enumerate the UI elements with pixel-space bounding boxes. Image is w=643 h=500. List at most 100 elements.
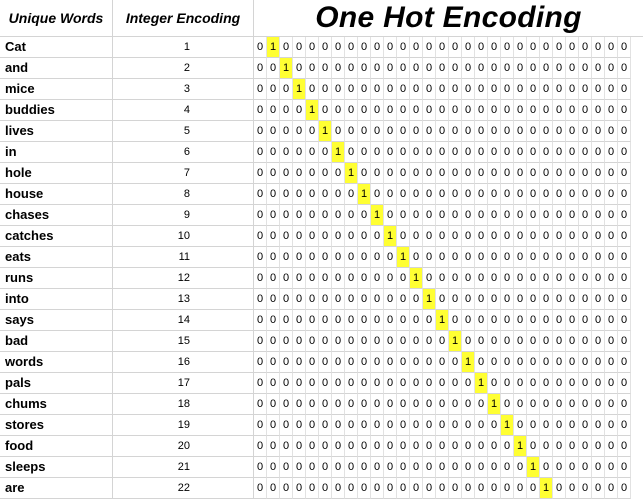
one-hot-bit[interactable]: 0 <box>618 37 631 58</box>
one-hot-bit[interactable]: 0 <box>319 373 332 394</box>
one-hot-bit[interactable]: 0 <box>267 415 280 436</box>
one-hot-bit[interactable]: 0 <box>501 37 514 58</box>
one-hot-bit[interactable]: 0 <box>501 373 514 394</box>
one-hot-bit[interactable]: 0 <box>501 79 514 100</box>
one-hot-bit[interactable]: 0 <box>410 100 423 121</box>
one-hot-bit[interactable]: 0 <box>514 457 527 478</box>
one-hot-bit[interactable]: 0 <box>618 142 631 163</box>
one-hot-bit[interactable]: 0 <box>566 268 579 289</box>
one-hot-bit[interactable]: 0 <box>514 163 527 184</box>
one-hot-bit[interactable]: 0 <box>423 436 436 457</box>
one-hot-bit[interactable]: 0 <box>462 100 475 121</box>
one-hot-bit[interactable]: 0 <box>267 205 280 226</box>
one-hot-bit[interactable]: 0 <box>501 247 514 268</box>
one-hot-bit[interactable]: 0 <box>267 226 280 247</box>
word-cell[interactable]: house <box>0 184 113 205</box>
integer-cell[interactable]: 15 <box>113 331 254 352</box>
one-hot-bit-set[interactable]: 1 <box>267 37 280 58</box>
one-hot-bit[interactable]: 0 <box>618 58 631 79</box>
one-hot-bit[interactable]: 0 <box>280 457 293 478</box>
one-hot-bit[interactable]: 0 <box>449 373 462 394</box>
one-hot-bit[interactable]: 0 <box>475 352 488 373</box>
one-hot-bit[interactable]: 0 <box>319 184 332 205</box>
one-hot-bit[interactable]: 0 <box>475 100 488 121</box>
one-hot-bit[interactable]: 0 <box>527 436 540 457</box>
one-hot-bit[interactable]: 0 <box>384 457 397 478</box>
one-hot-bit[interactable]: 0 <box>397 142 410 163</box>
one-hot-bit[interactable]: 0 <box>449 478 462 499</box>
one-hot-bit[interactable]: 0 <box>384 205 397 226</box>
one-hot-bit[interactable]: 0 <box>475 142 488 163</box>
word-cell[interactable]: in <box>0 142 113 163</box>
one-hot-bit[interactable]: 0 <box>605 394 618 415</box>
one-hot-bit[interactable]: 0 <box>553 289 566 310</box>
one-hot-bit[interactable]: 0 <box>254 268 267 289</box>
one-hot-bit[interactable]: 0 <box>449 121 462 142</box>
one-hot-bit[interactable]: 0 <box>332 478 345 499</box>
one-hot-bit[interactable]: 0 <box>345 415 358 436</box>
one-hot-bit[interactable]: 0 <box>501 100 514 121</box>
one-hot-bit[interactable]: 0 <box>306 121 319 142</box>
one-hot-bit[interactable]: 0 <box>605 163 618 184</box>
one-hot-bit-set[interactable]: 1 <box>488 394 501 415</box>
one-hot-bit[interactable]: 0 <box>462 478 475 499</box>
integer-cell[interactable]: 13 <box>113 289 254 310</box>
integer-cell[interactable]: 16 <box>113 352 254 373</box>
one-hot-bit[interactable]: 0 <box>527 205 540 226</box>
one-hot-bit[interactable]: 0 <box>540 331 553 352</box>
one-hot-bit[interactable]: 0 <box>527 142 540 163</box>
one-hot-bit[interactable]: 0 <box>371 37 384 58</box>
one-hot-bit[interactable]: 0 <box>254 121 267 142</box>
one-hot-bit[interactable]: 0 <box>540 79 553 100</box>
one-hot-bit[interactable]: 0 <box>345 331 358 352</box>
one-hot-bit[interactable]: 0 <box>566 226 579 247</box>
one-hot-bit[interactable]: 0 <box>527 373 540 394</box>
one-hot-bit[interactable]: 0 <box>358 142 371 163</box>
one-hot-bit[interactable]: 0 <box>280 331 293 352</box>
one-hot-bit[interactable]: 0 <box>566 100 579 121</box>
one-hot-bit[interactable]: 0 <box>540 100 553 121</box>
one-hot-bit[interactable]: 0 <box>423 352 436 373</box>
one-hot-bit-set[interactable]: 1 <box>397 247 410 268</box>
one-hot-bit[interactable]: 0 <box>605 310 618 331</box>
one-hot-bit[interactable]: 0 <box>618 352 631 373</box>
word-cell[interactable]: eats <box>0 247 113 268</box>
one-hot-bit[interactable]: 0 <box>462 331 475 352</box>
one-hot-bit[interactable]: 0 <box>605 331 618 352</box>
one-hot-bit[interactable]: 0 <box>306 58 319 79</box>
one-hot-bit[interactable]: 0 <box>579 163 592 184</box>
one-hot-bit[interactable]: 0 <box>488 289 501 310</box>
one-hot-bit[interactable]: 0 <box>592 331 605 352</box>
one-hot-bit[interactable]: 0 <box>397 79 410 100</box>
one-hot-bit[interactable]: 0 <box>488 79 501 100</box>
one-hot-bit[interactable]: 0 <box>280 142 293 163</box>
one-hot-bit[interactable]: 0 <box>345 289 358 310</box>
one-hot-bit[interactable]: 0 <box>371 436 384 457</box>
one-hot-bit[interactable]: 0 <box>397 121 410 142</box>
one-hot-bit[interactable]: 0 <box>579 37 592 58</box>
word-cell[interactable]: buddies <box>0 100 113 121</box>
one-hot-bit[interactable]: 0 <box>566 79 579 100</box>
one-hot-bit[interactable]: 0 <box>423 394 436 415</box>
one-hot-bit[interactable]: 0 <box>332 394 345 415</box>
one-hot-bit[interactable]: 0 <box>280 247 293 268</box>
one-hot-bit[interactable]: 0 <box>358 163 371 184</box>
one-hot-bit[interactable]: 0 <box>579 436 592 457</box>
one-hot-bit[interactable]: 0 <box>475 310 488 331</box>
one-hot-bit[interactable]: 0 <box>579 394 592 415</box>
one-hot-bit[interactable]: 0 <box>436 226 449 247</box>
integer-cell[interactable]: 9 <box>113 205 254 226</box>
one-hot-bit[interactable]: 0 <box>462 394 475 415</box>
one-hot-bit-set[interactable]: 1 <box>462 352 475 373</box>
one-hot-bit[interactable]: 0 <box>345 352 358 373</box>
one-hot-bit[interactable]: 0 <box>540 142 553 163</box>
one-hot-bit[interactable]: 0 <box>332 457 345 478</box>
one-hot-bit[interactable]: 0 <box>319 352 332 373</box>
one-hot-bit[interactable]: 0 <box>592 79 605 100</box>
one-hot-bit[interactable]: 0 <box>345 100 358 121</box>
one-hot-bit[interactable]: 0 <box>345 37 358 58</box>
one-hot-bit[interactable]: 0 <box>449 226 462 247</box>
one-hot-bit[interactable]: 0 <box>501 163 514 184</box>
one-hot-bit[interactable]: 0 <box>592 415 605 436</box>
one-hot-bit[interactable]: 0 <box>423 415 436 436</box>
